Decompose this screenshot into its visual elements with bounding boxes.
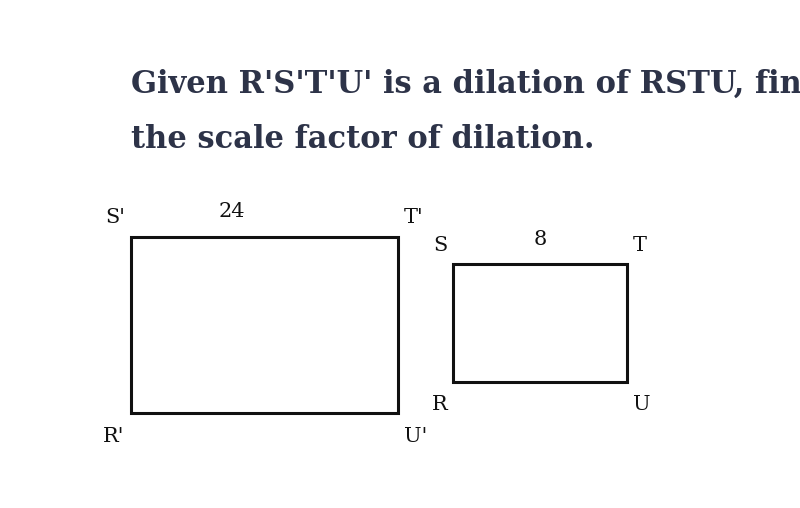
Text: T: T	[634, 236, 647, 255]
Bar	[131, 237, 398, 413]
Text: R: R	[431, 395, 447, 415]
Text: T': T'	[404, 208, 423, 227]
Text: U: U	[634, 395, 651, 415]
Text: 8: 8	[534, 230, 547, 249]
Text: Given R'S'T'U' is a dilation of RSTU, find: Given R'S'T'U' is a dilation of RSTU, fi…	[131, 69, 800, 100]
Text: U': U'	[404, 427, 427, 446]
Text: R': R'	[103, 427, 125, 446]
Bar	[454, 264, 627, 382]
Text: S: S	[433, 236, 447, 255]
Text: the scale factor of dilation.: the scale factor of dilation.	[131, 123, 594, 154]
Text: 24: 24	[219, 202, 246, 221]
Text: S': S'	[105, 208, 125, 227]
